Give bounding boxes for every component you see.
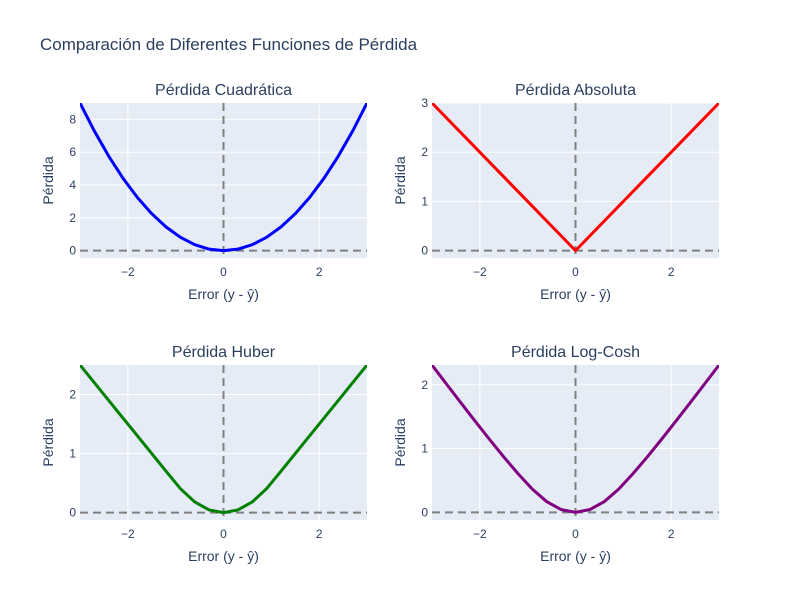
subplot-title-logcosh: Pérdida Log-Cosh [511, 344, 640, 361]
x-tick-label: 2 [316, 527, 323, 541]
y-tick-label: 1 [421, 442, 428, 456]
y-tick-label: 3 [421, 96, 428, 110]
series-line-quadratic [80, 103, 367, 253]
y-axis-title: Pérdida [40, 156, 56, 204]
subplot-title-quadratic: Pérdida Cuadrática [155, 82, 292, 99]
x-tick-label: 2 [668, 527, 675, 541]
subplot-huber: −2 0 2 0 1 2 Pérdida Huber Error (y - ŷ) Pérdida [40, 344, 367, 564]
y-tick-label: 1 [69, 447, 76, 461]
x-tick-label: 0 [220, 265, 227, 279]
x-tick-label: 2 [316, 265, 323, 279]
x-tick-label: 0 [220, 527, 227, 541]
subplot-grid: −2 0 2 0 2 4 6 8 Pérdida Cuadrática Error (y - ŷ)… [40, 82, 719, 564]
y-axis-title: Pérdida [392, 418, 408, 466]
x-axis-title: Error (y - ŷ) [188, 286, 259, 302]
subplot-logcosh: −2 0 2 0 1 2 Pérdida Log-Cosh Error (y - ŷ) Pérd… [392, 344, 719, 564]
y-axis-title: Pérdida [392, 156, 408, 204]
series-line-logcosh [432, 365, 719, 514]
x-axis-title: Error (y - ŷ) [540, 286, 611, 302]
subplot-title-absolute: Pérdida Absoluta [515, 82, 636, 99]
y-tick-label: 2 [69, 211, 76, 225]
y-tick-label: 2 [421, 145, 428, 159]
x-axis-title: Error (y - ŷ) [188, 548, 259, 564]
y-tick-label: 0 [421, 244, 428, 258]
series-line-huber [80, 365, 367, 515]
y-tick-label: 0 [69, 244, 76, 258]
x-axis-title: Error (y - ŷ) [540, 548, 611, 564]
y-tick-label: 0 [69, 506, 76, 520]
series-line-absolute [432, 103, 719, 253]
y-tick-label: 0 [421, 505, 428, 519]
x-tick-label: −2 [473, 527, 487, 541]
subplot-quadratic: −2 0 2 0 2 4 6 8 Pérdida Cuadrática Error (y - ŷ)… [40, 82, 367, 302]
y-tick-label: 8 [69, 112, 76, 126]
x-tick-label: −2 [473, 265, 487, 279]
y-tick-label: 2 [69, 388, 76, 402]
y-tick-label: 6 [69, 145, 76, 159]
y-tick-label: 2 [421, 378, 428, 392]
x-tick-label: 0 [572, 527, 579, 541]
x-tick-label: −2 [121, 527, 135, 541]
y-tick-label: 4 [69, 178, 76, 192]
y-tick-label: 1 [421, 194, 428, 208]
x-tick-label: −2 [121, 265, 135, 279]
figure-title: Comparación de Diferentes Funciones de P… [40, 35, 418, 54]
subplot-title-huber: Pérdida Huber [172, 344, 276, 361]
y-axis-title: Pérdida [40, 418, 56, 466]
x-tick-label: 0 [572, 265, 579, 279]
subplot-absolute: −2 0 2 0 1 2 3 Pérdida Absoluta Error (y - ŷ) Pér… [392, 82, 719, 302]
x-tick-label: 2 [668, 265, 675, 279]
